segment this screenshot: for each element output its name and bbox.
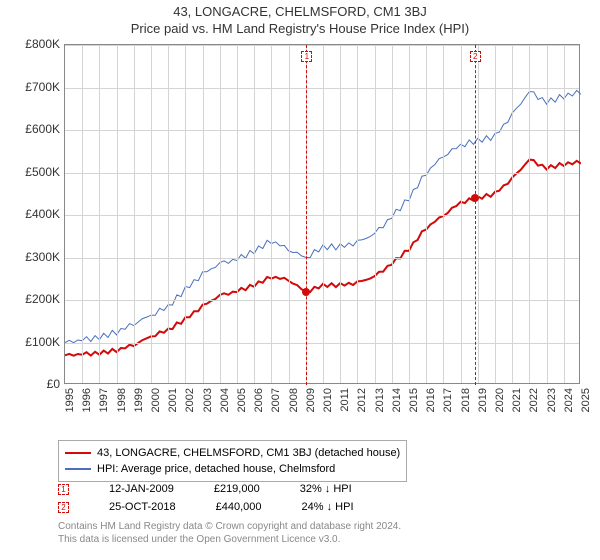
legend-item: HPI: Average price, detached house, Chel… [65,461,400,477]
x-gridline [323,45,324,383]
y-tick-label: £400K [6,207,60,221]
sales-row-delta: 32% ↓ HPI [300,483,352,495]
x-gridline [203,45,204,383]
x-gridline [478,45,479,383]
chart: £0£100K£200K£300K£400K£500K£600K£700K£80… [6,44,594,424]
sale-marker-line [475,45,476,385]
y-gridline [65,343,579,344]
y-tick-label: £0 [6,377,60,391]
x-gridline [134,45,135,383]
footer: Contains HM Land Registry data © Crown c… [58,520,401,546]
x-gridline [529,45,530,383]
y-gridline [65,258,579,259]
footer-line-1: Contains HM Land Registry data © Crown c… [58,520,401,533]
x-gridline [237,45,238,383]
x-gridline [512,45,513,383]
legend-label: 43, LONGACRE, CHELMSFORD, CM1 3BJ (detac… [97,447,400,459]
sales-table: 1 12-JAN-2009 £219,000 32% ↓ HPI 2 25-OCT-201… [58,480,354,516]
y-gridline [65,88,579,89]
legend-label: HPI: Average price, detached house, Chel… [97,463,335,475]
footer-line-2: This data is licensed under the Open Gov… [58,533,401,546]
y-gridline [65,215,579,216]
sales-row: 2 25-OCT-2018 £440,000 24% ↓ HPI [58,498,354,516]
y-tick-label: £500K [6,165,60,179]
x-gridline [168,45,169,383]
x-gridline [151,45,152,383]
y-tick-label: £300K [6,250,60,264]
page-address: 43, LONGACRE, CHELMSFORD, CM1 3BJ [0,4,600,19]
x-tick-label: 2025 [580,388,600,412]
x-gridline [443,45,444,383]
x-gridline [564,45,565,383]
x-gridline [185,45,186,383]
sales-row-date: 12-JAN-2009 [109,483,174,495]
legend-swatch [65,452,91,454]
x-gridline [495,45,496,383]
sale-marker-line [306,45,307,385]
y-tick-label: £800K [6,37,60,51]
sales-row-delta: 24% ↓ HPI [302,501,354,513]
legend: 43, LONGACRE, CHELMSFORD, CM1 3BJ (detac… [58,440,407,482]
x-gridline [409,45,410,383]
x-gridline [117,45,118,383]
sale-marker-box: 1 [301,51,312,62]
x-gridline [289,45,290,383]
legend-swatch [65,468,91,470]
x-gridline [340,45,341,383]
y-gridline [65,300,579,301]
sales-row-price: £440,000 [216,501,262,513]
y-gridline [65,45,579,46]
sale-marker-dot [302,288,310,296]
sale-marker-dot [471,194,479,202]
x-gridline [271,45,272,383]
y-gridline [65,173,579,174]
sale-marker-box: 2 [470,51,481,62]
y-tick-label: £200K [6,292,60,306]
y-tick-label: £700K [6,80,60,94]
sales-row-date: 25-OCT-2018 [109,501,176,513]
legend-item: 43, LONGACRE, CHELMSFORD, CM1 3BJ (detac… [65,445,400,461]
plot-area: 12 [64,44,580,384]
x-gridline [461,45,462,383]
sales-row-marker: 1 [58,484,69,495]
page: 43, LONGACRE, CHELMSFORD, CM1 3BJ Price … [0,0,600,560]
sales-row: 1 12-JAN-2009 £219,000 32% ↓ HPI [58,480,354,498]
y-tick-label: £600K [6,122,60,136]
x-gridline [392,45,393,383]
y-gridline [65,130,579,131]
x-gridline [357,45,358,383]
page-subtitle: Price paid vs. HM Land Registry's House … [0,21,600,36]
x-gridline [375,45,376,383]
x-gridline [254,45,255,383]
x-gridline [547,45,548,383]
x-gridline [426,45,427,383]
title-block: 43, LONGACRE, CHELMSFORD, CM1 3BJ Price … [0,0,600,36]
x-gridline [82,45,83,383]
x-gridline [220,45,221,383]
x-gridline [99,45,100,383]
sales-row-marker: 2 [58,502,69,513]
sales-row-price: £219,000 [214,483,260,495]
y-tick-label: £100K [6,335,60,349]
